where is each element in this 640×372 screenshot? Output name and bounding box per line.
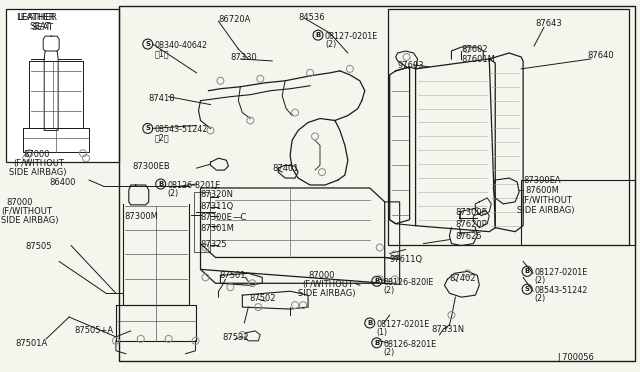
Text: 87501: 87501: [220, 271, 246, 280]
Text: SEAT: SEAT: [31, 23, 53, 32]
Text: 87532: 87532: [223, 333, 249, 342]
Bar: [388, 9, 628, 244]
Text: 87601M: 87601M: [461, 55, 495, 64]
Text: (2): (2): [168, 189, 179, 198]
Text: (2): (2): [534, 294, 545, 303]
Text: 〈1〉: 〈1〉: [155, 49, 169, 58]
Bar: [521, 180, 635, 244]
Text: (F/WITHOUT: (F/WITHOUT: [521, 196, 572, 205]
Text: 87301M: 87301M: [200, 224, 234, 233]
Text: B: B: [374, 340, 380, 346]
Text: 87402: 87402: [449, 274, 476, 283]
Text: 87000: 87000: [6, 198, 33, 207]
Text: 08127-0201E: 08127-0201E: [325, 32, 378, 41]
Text: (F/WITHOUT: (F/WITHOUT: [1, 207, 52, 216]
Bar: [119, 6, 635, 361]
Text: 08126-8201E: 08126-8201E: [384, 340, 437, 349]
Text: 87502: 87502: [250, 294, 276, 303]
Text: 87600M: 87600M: [525, 186, 559, 195]
Text: (1): (1): [377, 328, 388, 337]
Text: 87311Q: 87311Q: [200, 202, 234, 211]
Text: 97603: 97603: [397, 61, 424, 70]
Text: 87300EB: 87300EB: [133, 162, 171, 171]
Text: 87625: 87625: [456, 232, 482, 241]
Text: 08126-8201E: 08126-8201E: [168, 181, 221, 190]
Text: S: S: [145, 125, 150, 131]
Text: 84536: 84536: [298, 13, 324, 22]
Text: LEATHER: LEATHER: [17, 13, 55, 22]
Text: (F/WITHOUT: (F/WITHOUT: [302, 280, 353, 289]
Text: SIDE AIRBAG): SIDE AIRBAG): [10, 168, 67, 177]
Text: 87300E: 87300E: [200, 213, 232, 222]
Text: (2): (2): [384, 348, 395, 357]
Text: 87331N: 87331N: [431, 325, 465, 334]
Text: LEATHER: LEATHER: [17, 13, 58, 22]
Text: 87643: 87643: [535, 19, 562, 28]
Text: SIDE AIRBAG): SIDE AIRBAG): [1, 216, 59, 225]
Text: 08340-40642: 08340-40642: [155, 41, 208, 50]
Text: 97611Q: 97611Q: [390, 256, 423, 264]
Text: 08126-820IE: 08126-820IE: [384, 278, 434, 287]
Text: 87620P: 87620P: [456, 220, 487, 229]
Text: 87602: 87602: [461, 45, 488, 54]
Text: 87418: 87418: [148, 94, 175, 103]
Text: 87000: 87000: [23, 150, 50, 159]
Text: B: B: [524, 268, 530, 275]
Text: J 700056: J 700056: [557, 353, 594, 362]
Text: 87505+A: 87505+A: [74, 326, 113, 335]
Text: B: B: [316, 32, 321, 38]
Text: B: B: [367, 320, 372, 326]
Text: (2): (2): [534, 276, 545, 285]
Text: 08127-0201E: 08127-0201E: [534, 268, 588, 278]
Text: 86400: 86400: [49, 178, 76, 187]
Text: 87330: 87330: [230, 53, 257, 62]
Text: 〈2〉: 〈2〉: [155, 134, 170, 142]
Text: 87320N: 87320N: [200, 190, 234, 199]
Text: S: S: [145, 41, 150, 47]
Text: S: S: [525, 286, 529, 292]
Text: 87640: 87640: [588, 51, 614, 60]
Text: 87000: 87000: [308, 271, 335, 280]
Text: SIDE AIRBAG): SIDE AIRBAG): [298, 289, 356, 298]
Text: B: B: [158, 181, 163, 187]
Text: 87505: 87505: [26, 241, 52, 251]
Text: 87501A: 87501A: [15, 339, 47, 348]
Text: —C: —C: [232, 213, 246, 222]
Bar: [6, 9, 119, 162]
Text: SEAT: SEAT: [29, 22, 51, 31]
Text: 87300EA: 87300EA: [523, 176, 561, 185]
Text: 08543-51242: 08543-51242: [534, 286, 588, 295]
Text: SIDE AIRBAG): SIDE AIRBAG): [517, 206, 575, 215]
Text: 08543-51242: 08543-51242: [155, 125, 208, 134]
Text: (2): (2): [325, 40, 336, 49]
Text: 87300M: 87300M: [125, 212, 159, 221]
Text: 08127-0201E: 08127-0201E: [377, 320, 430, 329]
Text: 87325: 87325: [200, 240, 227, 248]
Text: (2): (2): [384, 286, 395, 295]
Text: 87401: 87401: [272, 164, 299, 173]
Bar: [193, 192, 211, 251]
Text: 87300E: 87300E: [456, 208, 487, 217]
Text: B: B: [374, 278, 380, 284]
Text: 86720A: 86720A: [218, 15, 251, 24]
Text: (F/WITHOUT: (F/WITHOUT: [13, 159, 64, 168]
